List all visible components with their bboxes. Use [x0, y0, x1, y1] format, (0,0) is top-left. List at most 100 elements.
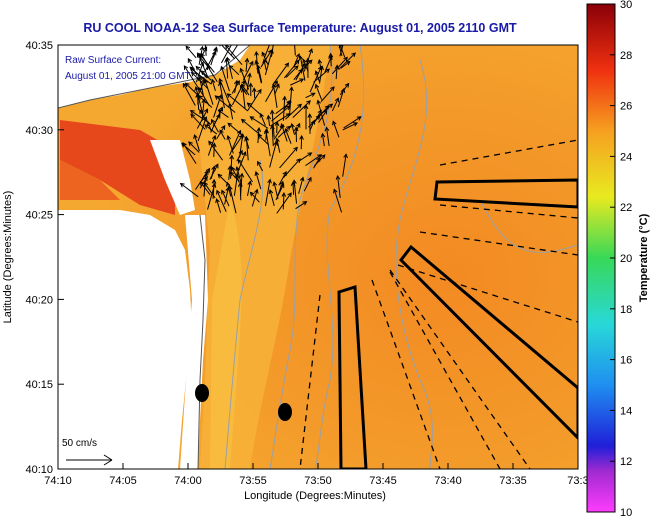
land-north-shore: [58, 45, 250, 108]
current-vector: [272, 84, 278, 108]
current-vector: [241, 84, 250, 96]
current-vector: [265, 80, 278, 102]
current-vector-head: [316, 99, 321, 105]
x-tick-label: 73:35: [499, 475, 527, 487]
current-vector-head: [292, 34, 296, 38]
current-vector-head: [261, 51, 266, 57]
current-vector-head: [342, 37, 346, 41]
current-vector-head: [267, 49, 273, 55]
current-vector: [285, 65, 299, 78]
current-vector-head: [203, 108, 209, 114]
current-vector: [247, 102, 263, 117]
current-vector: [255, 60, 262, 84]
current-vector-head: [182, 142, 187, 147]
current-vector-head: [345, 60, 351, 66]
coastline: [197, 214, 206, 469]
current-vector: [214, 95, 236, 113]
current-vector-head: [190, 71, 196, 77]
x-tick-label: 74:00: [174, 475, 202, 487]
current-vector: [229, 103, 234, 120]
current-vector: [208, 141, 223, 161]
current-vector: [315, 84, 323, 100]
current-vector: [197, 52, 209, 78]
current-vector: [340, 61, 351, 69]
land-sandy-hook: [150, 140, 195, 215]
current-vector: [271, 125, 274, 147]
current-vector-head: [212, 50, 217, 56]
current-vector-head: [269, 109, 275, 115]
current-vector: [339, 83, 350, 96]
current-vector: [318, 110, 328, 123]
current-vector-head: [296, 122, 301, 128]
current-vector-head: [336, 35, 340, 39]
dashed-radials: [299, 139, 578, 469]
x-tick-label: 73:3: [567, 475, 588, 487]
current-vector-head: [293, 146, 298, 152]
current-vector-head: [187, 57, 192, 63]
current-vector-head: [199, 61, 205, 67]
current-vector: [195, 62, 204, 83]
current-vector-head: [307, 176, 312, 182]
current-vector: [331, 57, 348, 75]
current-vector-head: [202, 46, 208, 52]
current-vector: [284, 128, 292, 144]
current-vector: [211, 79, 216, 91]
current-vector-head: [289, 86, 294, 92]
current-vector: [278, 171, 287, 186]
current-vector-head: [199, 109, 204, 115]
current-vector-head: [220, 65, 225, 71]
current-vector-head: [224, 57, 229, 63]
current-vector-head: [235, 166, 240, 172]
current-vector: [335, 65, 338, 80]
current-vector-head: [287, 192, 292, 198]
current-vector: [220, 66, 230, 92]
current-vector-head: [306, 100, 311, 105]
mooring-marker-1: [195, 384, 209, 402]
current-vector: [247, 89, 262, 111]
current-vector-head: [356, 116, 362, 121]
current-vector: [309, 120, 315, 132]
current-vector: [274, 84, 280, 95]
current-vector-head: [317, 109, 322, 115]
colorbar-tick-label: 30: [620, 0, 632, 11]
current-vector: [283, 60, 300, 79]
current-vector-head: [221, 189, 226, 195]
current-vector-head: [218, 77, 223, 83]
current-vector: [263, 45, 270, 59]
current-vector: [276, 122, 278, 134]
current-vector: [228, 166, 231, 180]
current-vector-head: [227, 102, 233, 108]
current-vector-head: [249, 60, 254, 66]
current-vector-head: [204, 170, 209, 175]
current-vector-head: [200, 70, 206, 75]
current-vector-head: [286, 125, 291, 131]
current-vector-head: [254, 59, 259, 65]
current-vector-head: [240, 83, 246, 89]
current-vector: [339, 45, 344, 57]
current-vector: [207, 183, 216, 210]
current-vector-head: [211, 165, 216, 171]
current-vector-head: [257, 160, 262, 166]
current-vector-head: [299, 176, 305, 182]
current-vector-head: [317, 154, 323, 159]
current-vector: [269, 141, 277, 168]
current-vector-head: [298, 55, 304, 61]
current-vector: [314, 110, 322, 123]
current-vector-head: [208, 140, 213, 146]
current-vector: [330, 53, 332, 67]
current-vector: [207, 121, 212, 132]
survey-boxes: [337, 178, 578, 469]
map-title: RU COOL NOAA-12 Sea Surface Temperature:…: [83, 21, 517, 35]
current-vector-head: [239, 67, 244, 73]
current-vector: [299, 152, 312, 162]
current-vector-head: [344, 82, 350, 88]
current-vector-head: [217, 81, 223, 87]
current-vector-head: [183, 65, 189, 70]
current-vector: [260, 49, 273, 68]
current-vector-head: [320, 132, 326, 138]
current-vector: [185, 45, 197, 59]
current-vector: [271, 105, 291, 122]
current-vector: [275, 101, 292, 115]
current-vector: [320, 86, 335, 103]
current-vector: [217, 174, 228, 184]
